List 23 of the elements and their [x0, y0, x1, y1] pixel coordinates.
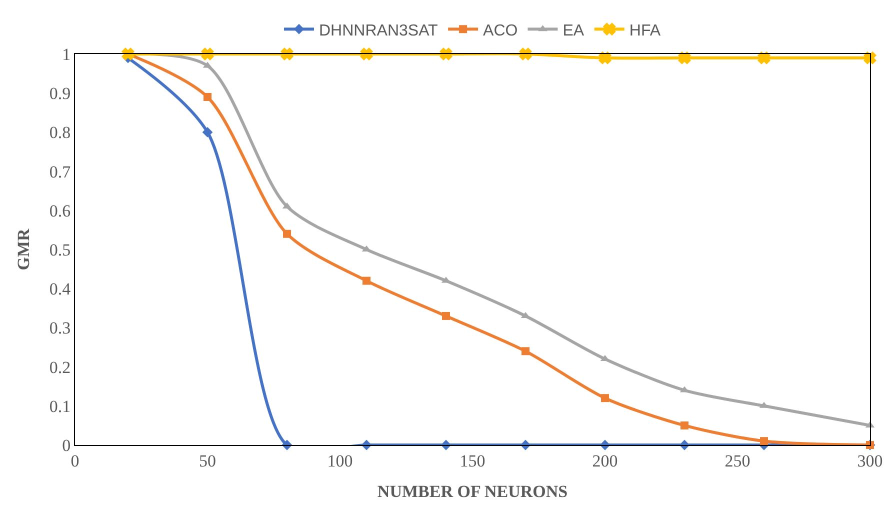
x-tick-label: 300	[857, 451, 883, 470]
y-tick-label: 0.9	[49, 84, 71, 104]
x-tick-label: 200	[592, 451, 618, 470]
y-tick-label: 0.3	[49, 318, 71, 338]
y-tick-label: 0.1	[49, 396, 71, 416]
legend-label: ACO	[483, 22, 518, 40]
y-tick-label: 0.7	[49, 162, 72, 182]
x-tick-label: 250	[724, 451, 750, 470]
y-tick-label: 0.2	[49, 358, 71, 377]
x-axis-title: NUMBER OF NEURONS	[377, 482, 568, 501]
y-tick-label: 0	[62, 436, 71, 455]
legend-label: HFA	[629, 22, 661, 40]
y-tick-label: 0.6	[49, 201, 71, 220]
y-tick-label: 0.5	[49, 240, 71, 260]
y-tick-label: 1	[62, 44, 71, 64]
x-tick-label: 150	[460, 451, 486, 470]
x-tick-label: 100	[327, 451, 353, 470]
y-axis-title: GMR	[14, 228, 33, 270]
y-tick-label: 0.8	[49, 123, 71, 142]
legend-label: DHNNRAN3SAT	[319, 22, 438, 40]
legend-label: EA	[562, 22, 584, 40]
y-tick-label: 0.4	[49, 280, 72, 299]
x-tick-label: 50	[199, 451, 216, 470]
